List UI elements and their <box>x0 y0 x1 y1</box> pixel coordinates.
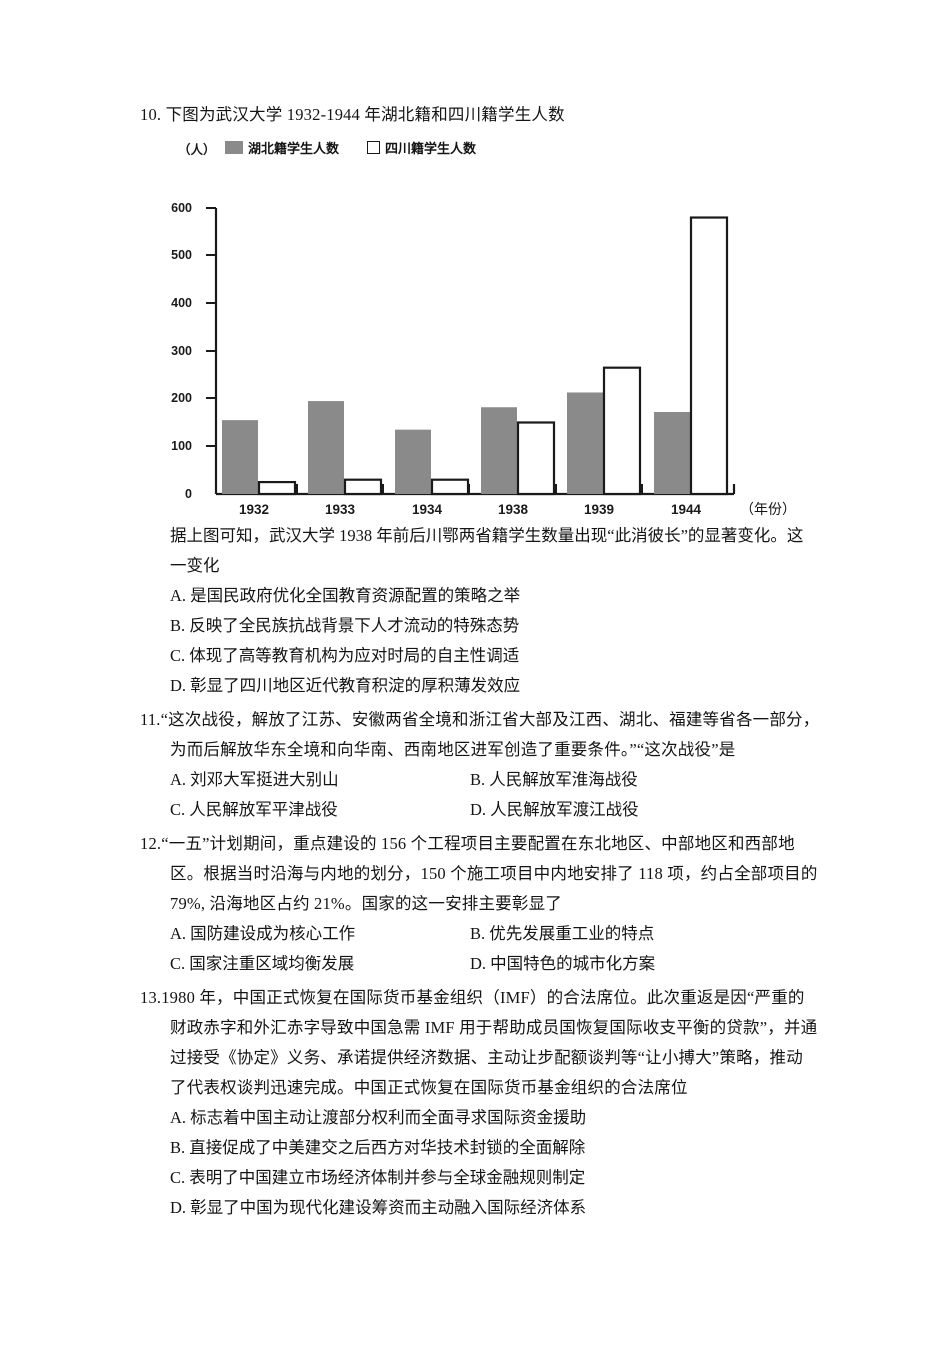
question-10-stem-text: 下图为武汉大学 1932-1944 年湖北籍和四川籍学生人数 <box>165 105 565 124</box>
bar-1933-hubei <box>308 401 344 494</box>
student-origin-bar-chart: （人） 湖北籍学生人数 四川籍学生人数 <box>140 136 830 521</box>
x-tick-label-1934: 1934 <box>411 502 443 517</box>
question-12-options-row-1: A. 国防建设成为核心工作 B. 优先发展重工业的特点 <box>140 919 830 949</box>
question-13-stem-line-2: 财政赤字和外汇赤字导致中国急需 IMF 用于帮助成员国恢复国际收支平衡的贷款”，… <box>170 1018 818 1037</box>
bar-1944-hubei <box>654 412 690 494</box>
question-11-option-b[interactable]: B. 人民解放军淮海战役 <box>470 770 638 789</box>
question-12-option-c[interactable]: C. 国家注重区域均衡发展 <box>170 954 355 973</box>
question-13-option-a[interactable]: A. 标志着中国主动让渡部分权利而全面寻求国际资金援助 <box>170 1108 587 1127</box>
bar-1939-sichuan <box>602 366 642 496</box>
y-tick-label-200: 200 <box>171 391 192 405</box>
x-tick-label-1939: 1939 <box>583 502 615 517</box>
legend-label-hubei: 湖北籍学生人数 <box>248 141 340 156</box>
question-10-number: 10. <box>140 105 162 124</box>
question-13-stem-text-1: 1980 年，中国正式恢复在国际货币基金组织（IMF）的合法席位。此次重返是因“… <box>161 988 805 1007</box>
y-tick-label-400: 400 <box>171 296 192 310</box>
legend-item-sichuan: 四川籍学生人数 <box>367 138 476 157</box>
question-10-option-d[interactable]: D. 彰显了四川地区近代教育积淀的厚积薄发效应 <box>170 676 521 695</box>
question-13-option-c[interactable]: C. 表明了中国建立市场经济体制并参与全球金融规则制定 <box>170 1168 586 1187</box>
question-13-number: 13. <box>140 988 162 1007</box>
question-12-stem-text-1: “一五”计划期间，重点建设的 156 个工程项目主要配置在东北地区、中部地区和西… <box>161 834 795 853</box>
question-11-option-d[interactable]: D. 人民解放军渡江战役 <box>470 800 639 819</box>
bar-1933-sichuan <box>343 478 383 496</box>
x-axis-title: （年份） <box>740 503 796 518</box>
question-12-option-a[interactable]: A. 国防建设成为核心工作 <box>170 924 356 943</box>
question-13-stem-line-1: 13.1980 年，中国正式恢复在国际货币基金组织（IMF）的合法席位。此次重返… <box>140 983 830 1013</box>
question-11-option-a[interactable]: A. 刘邓大军挺进大别山 <box>170 770 339 789</box>
question-10-stem: 10. 下图为武汉大学 1932-1944 年湖北籍和四川籍学生人数 <box>140 100 830 130</box>
question-10-option-b[interactable]: B. 反映了全民族抗战背景下人才流动的特殊态势 <box>170 616 520 635</box>
chart-legend: 湖北籍学生人数 四川籍学生人数 <box>225 138 476 157</box>
y-axis-ticks <box>206 207 216 447</box>
question-12: 12.“一五”计划期间，重点建设的 156 个工程项目主要配置在东北地区、中部地… <box>140 829 830 979</box>
question-12-option-d[interactable]: D. 中国特色的城市化方案 <box>470 954 656 973</box>
bar-1938-sichuan <box>516 421 556 496</box>
question-12-option-b[interactable]: B. 优先发展重工业的特点 <box>470 924 655 943</box>
question-13-stem-line-4: 了代表权谈判迅速完成。中国正式恢复在国际货币基金组织的合法席位 <box>170 1078 688 1097</box>
bar-1939-hubei <box>567 392 603 494</box>
question-11-stem-line-1: 11.“这次战役，解放了江苏、安徽两省全境和浙江省大部及江西、湖北、福建等省各一… <box>140 705 830 735</box>
question-11: 11.“这次战役，解放了江苏、安徽两省全境和浙江省大部及江西、湖北、福建等省各一… <box>140 705 830 825</box>
chart-plot-area <box>206 207 736 496</box>
legend-label-sichuan: 四川籍学生人数 <box>385 141 477 156</box>
y-tick-label-300: 300 <box>171 344 192 358</box>
question-10-after-chart-line-1: 据上图可知，武汉大学 1938 年前后川鄂两省籍学生数量出现“此消彼长”的显著变… <box>170 526 804 545</box>
x-tick-label-1938: 1938 <box>497 502 529 517</box>
question-13: 13.1980 年，中国正式恢复在国际货币基金组织（IMF）的合法席位。此次重返… <box>140 983 830 1223</box>
question-11-options-row-1: A. 刘邓大军挺进大别山 B. 人民解放军淮海战役 <box>140 765 830 795</box>
bar-1932-sichuan <box>257 480 297 496</box>
bar-1934-sichuan <box>430 478 470 496</box>
question-11-option-c[interactable]: C. 人民解放军平津战役 <box>170 800 338 819</box>
y-tick-label-0: 0 <box>185 487 192 501</box>
question-12-stem-line-3: 79%, 沿海地区占约 21%。国家的这一安排主要彰显了 <box>170 894 562 913</box>
x-tick-label-1932: 1932 <box>238 502 270 517</box>
y-tick-label-100: 100 <box>171 439 192 453</box>
x-tick-label-1933: 1933 <box>324 502 356 517</box>
question-10-option-a[interactable]: A. 是国民政府优化全国教育资源配置的策略之举 <box>170 586 521 605</box>
question-13-option-b[interactable]: B. 直接促成了中美建交之后西方对华技术封锁的全面解除 <box>170 1138 586 1157</box>
bar-1934-hubei <box>395 429 431 494</box>
bar-1938-hubei <box>481 407 517 494</box>
legend-item-hubei: 湖北籍学生人数 <box>225 138 339 157</box>
question-12-stem-line-1: 12.“一五”计划期间，重点建设的 156 个工程项目主要配置在东北地区、中部地… <box>140 829 830 859</box>
question-10: 10. 下图为武汉大学 1932-1944 年湖北籍和四川籍学生人数 （人） 湖… <box>140 100 830 701</box>
chart-bars <box>222 216 729 496</box>
question-13-stem-line-3: 过接受《协定》义务、承诺提供经济数据、主动让步配额谈判等“让小搏大”策略，推动 <box>170 1048 803 1067</box>
y-tick-label-500: 500 <box>171 248 192 262</box>
question-10-after-chart-line-2: 一变化 <box>170 556 220 575</box>
question-11-stem-line-2: 为而后解放华东全境和向华南、西南地区进军创造了重要条件。”“这次战役”是 <box>170 740 736 759</box>
question-12-stem-line-2: 区。根据当时沿海与内地的划分，150 个施工项目中内地安排了 118 项，约占全… <box>170 864 818 883</box>
question-12-options-row-2: C. 国家注重区域均衡发展 D. 中国特色的城市化方案 <box>140 949 830 979</box>
bar-1932-hubei <box>222 420 258 494</box>
question-12-number: 12. <box>140 834 162 853</box>
question-11-stem-text-1: “这次战役，解放了江苏、安徽两省全境和浙江省大部及江西、湖北、福建等省各一部分， <box>160 710 820 729</box>
y-tick-label-600: 600 <box>171 201 192 215</box>
question-11-number: 11. <box>140 710 161 729</box>
legend-swatch-hollow-icon <box>367 141 381 154</box>
bar-1944-sichuan <box>689 216 729 496</box>
x-tick-label-1944: 1944 <box>670 502 702 517</box>
page-content: 10. 下图为武汉大学 1932-1944 年湖北籍和四川籍学生人数 （人） 湖… <box>140 100 830 1227</box>
legend-swatch-filled-icon <box>225 141 243 154</box>
question-10-option-c[interactable]: C. 体现了高等教育机构为应对时局的自主性调适 <box>170 646 520 665</box>
question-13-option-d[interactable]: D. 彰显了中国为现代化建设筹资而主动融入国际经济体系 <box>170 1198 587 1217</box>
question-11-options-row-2: C. 人民解放军平津战役 D. 人民解放军渡江战役 <box>140 795 830 825</box>
